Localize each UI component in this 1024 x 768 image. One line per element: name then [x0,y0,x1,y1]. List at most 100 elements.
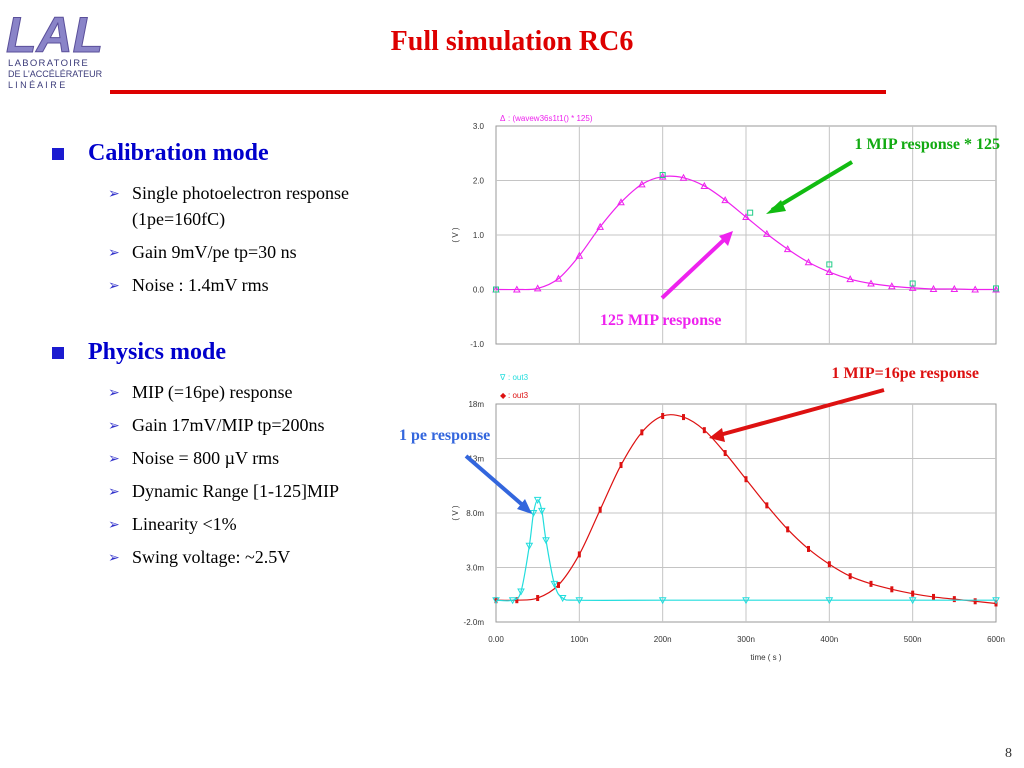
annotation-1mip-16pe: 1 MIP=16pe response [832,365,979,382]
y-tick-label: 13m [468,455,484,464]
list-item: Gain 9mV/pe tp=30 ns [132,242,297,262]
data-point [617,198,625,206]
x-tick-label: 400n [820,635,838,644]
slide-title: Full simulation RC6 [390,26,634,57]
data-point [700,181,709,189]
data-point [542,537,550,545]
data-point [992,285,1000,293]
data-point [492,597,500,605]
green-arrowhead [766,200,786,214]
data-point [721,196,730,204]
section-heading-physics: Physics mode [88,339,226,365]
y-tick-label: 2.0 [473,177,485,186]
y-tick-label: -1.0 [470,340,484,349]
title-underline [110,90,886,94]
data-point [747,209,754,216]
data-point [575,251,584,259]
data-point [993,285,999,292]
x-axis-label: time ( s ) [750,653,781,662]
data-point [619,462,623,469]
data-point [515,597,519,604]
data-point [533,284,542,292]
data-point [596,222,605,230]
logo-line3: L I N É A I R E [8,80,65,90]
arrow-bullet-icon: ➢ [108,452,120,467]
data-point [598,506,602,513]
series-line [495,499,996,602]
magenta-arrow [660,234,730,300]
arrow-bullet-icon: ➢ [108,187,120,202]
arrow-bullet-icon: ➢ [108,485,120,500]
list-item: Noise : 1.4mV rms [132,275,269,295]
data-point [783,245,792,253]
data-point [762,229,771,237]
data-point [827,561,831,568]
annotations: 1 MIP response * 125 125 MIP response 1 … [399,136,1000,514]
y-tick-label: 8.0m [466,509,484,518]
data-point [637,180,646,188]
y-tick-label: 3.0m [466,564,484,573]
list-item: Dynamic Range [1-125]MIP [132,481,339,501]
data-point [659,172,666,179]
page-number: 8 [1005,746,1012,761]
x-tick-label: 100n [570,635,588,644]
blue-arrow [464,454,528,510]
section-bullet [52,347,64,359]
list-item: Single photoelectron response (1pe=160fC… [132,183,349,229]
legend-label: : (wavew36s1t1() * 125) [508,114,593,123]
data-point [807,545,810,552]
data-point [825,597,834,605]
arrow-bullet-icon: ➢ [108,246,120,261]
data-point [932,593,935,600]
chart-top: 3.0 2.0 1.0 0.0 -1.0 ( V ) Δ: (wavew36s1t1() *… [451,114,1000,349]
data-point [679,173,688,181]
data-point [525,542,534,550]
x-tick-label: 200n [654,635,672,644]
red-arrowhead [709,428,725,442]
red-arrow [715,388,885,438]
x-tick-label: 600n [987,635,1005,644]
arrow-bullet-icon: ➢ [108,279,120,294]
data-point [971,285,980,293]
chart-bottom: 18m 13m 8.0m 3.0m -2.0m0.00 100n 200n 300n 400n 5… [451,373,1005,662]
data-point [890,586,894,593]
data-point [908,597,917,605]
data-point [911,590,915,597]
logo-line1: LABORATOIRE [8,58,89,69]
x-tick-label: 0.00 [488,635,504,644]
data-point [550,580,559,588]
y-axis-label: ( V ) [451,227,460,242]
data-point [512,285,521,293]
data-point [804,258,813,266]
legend-label: : out3 [508,373,529,382]
annotation-1mip-125: 1 MIP response * 125 [855,136,1000,153]
arrow-bullet-icon: ➢ [108,419,120,434]
data-point [702,427,706,434]
list-item: Gain 17mV/MIP tp=200ns [132,415,325,435]
data-point [744,476,748,483]
data-point [992,597,1000,605]
data-point [846,275,855,283]
blue-arrowhead [517,499,532,514]
list-item: MIP (=16pe) response [132,382,293,402]
data-point [658,172,667,180]
legend-label: : out3 [508,391,529,400]
magenta-arrowhead [719,231,733,246]
data-point [742,212,750,221]
list-item: Linearity <1% [132,514,237,534]
data-point [557,581,560,588]
arrow-bullet-icon: ➢ [108,518,120,533]
logo-line2: DE L'ACCÉLÉRATEUR [8,69,103,79]
legend-marker: Δ [500,114,506,123]
data-point [723,450,727,457]
data-point [529,510,538,518]
data-point [826,261,833,268]
data-point [577,551,581,558]
data-point [867,279,875,287]
y-tick-label: 3.0 [473,122,485,131]
data-point [661,412,665,419]
data-point [640,429,644,436]
data-point [952,596,956,603]
list-item: Noise = 800 µV rms [132,448,280,468]
